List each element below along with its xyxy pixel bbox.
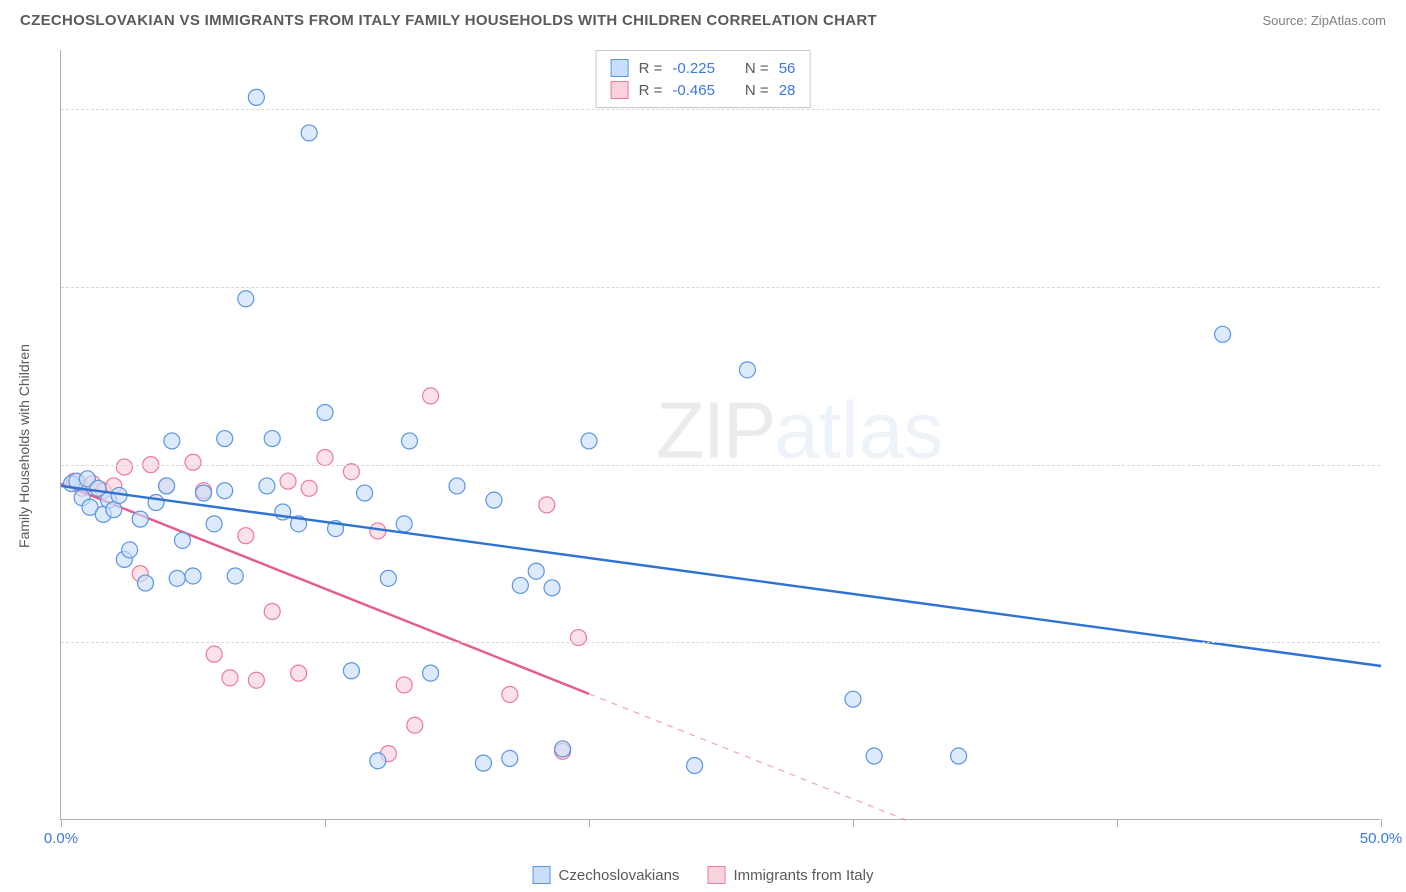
- r-value-pink: -0.465: [672, 82, 715, 99]
- r-value-blue: -0.225: [672, 60, 715, 77]
- x-tick-label: 0.0%: [44, 830, 78, 847]
- r-label: R =: [639, 60, 663, 77]
- swatch-pink: [611, 81, 629, 99]
- swatch-blue: [611, 59, 629, 77]
- plot-area: ZIPatlas 15.0%30.0%45.0%60.0%0.0%50.0%: [60, 50, 1380, 820]
- chart-title: CZECHOSLOVAKIAN VS IMMIGRANTS FROM ITALY…: [20, 12, 877, 29]
- r-label: R =: [639, 82, 663, 99]
- legend-row-blue: R = -0.225 N = 56: [611, 57, 796, 79]
- y-tick-label: 15.0%: [1392, 634, 1406, 651]
- legend-item-pink: Immigrants from Italy: [707, 866, 873, 884]
- n-value-blue: 56: [779, 60, 796, 77]
- legend-item-blue: Czechoslovakians: [533, 866, 680, 884]
- y-tick-label: 45.0%: [1392, 278, 1406, 295]
- swatch-blue: [533, 866, 551, 884]
- n-value-pink: 28: [779, 82, 796, 99]
- source-label: Source: ZipAtlas.com: [1262, 13, 1386, 28]
- legend-correlation: R = -0.225 N = 56 R = -0.465 N = 28: [596, 50, 811, 108]
- series-label-pink: Immigrants from Italy: [733, 867, 873, 884]
- chart-svg: [61, 50, 1380, 819]
- x-tick-label: 50.0%: [1360, 830, 1403, 847]
- y-axis-label: Family Households with Children: [16, 344, 32, 548]
- swatch-pink: [707, 866, 725, 884]
- y-tick-label: 30.0%: [1392, 456, 1406, 473]
- legend-row-pink: R = -0.465 N = 28: [611, 79, 796, 101]
- y-tick-label: 60.0%: [1392, 101, 1406, 118]
- n-label: N =: [745, 60, 769, 77]
- n-label: N =: [745, 82, 769, 99]
- legend-series: Czechoslovakians Immigrants from Italy: [533, 866, 874, 884]
- series-label-blue: Czechoslovakians: [559, 867, 680, 884]
